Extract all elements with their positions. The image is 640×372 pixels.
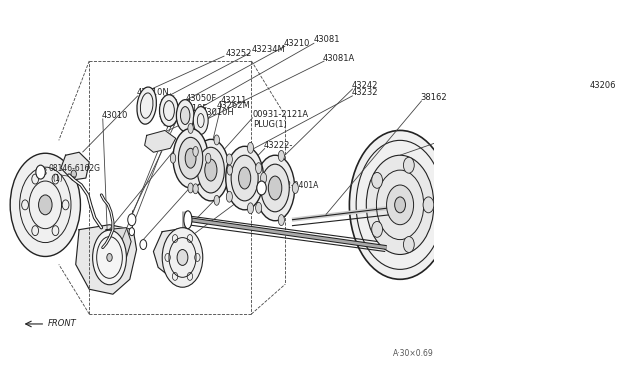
- Polygon shape: [101, 228, 131, 262]
- Text: 43010F: 43010F: [177, 104, 209, 113]
- Ellipse shape: [205, 153, 211, 163]
- Circle shape: [128, 214, 136, 226]
- Ellipse shape: [188, 183, 193, 193]
- Circle shape: [71, 170, 76, 178]
- Circle shape: [177, 250, 188, 265]
- Circle shape: [10, 153, 81, 256]
- Text: 08146-6162G: 08146-6162G: [49, 164, 100, 173]
- Circle shape: [162, 228, 203, 287]
- Text: 43010N: 43010N: [136, 88, 170, 97]
- Ellipse shape: [231, 155, 258, 201]
- Ellipse shape: [188, 124, 193, 134]
- Ellipse shape: [214, 195, 220, 205]
- Ellipse shape: [292, 183, 298, 193]
- Ellipse shape: [170, 153, 176, 163]
- Ellipse shape: [261, 164, 289, 212]
- Text: 43050F: 43050F: [185, 94, 216, 103]
- Text: PLUG(1): PLUG(1): [253, 120, 287, 129]
- Ellipse shape: [193, 184, 198, 194]
- Ellipse shape: [193, 107, 208, 134]
- Ellipse shape: [255, 202, 262, 213]
- Ellipse shape: [173, 128, 208, 188]
- Polygon shape: [154, 228, 194, 274]
- Ellipse shape: [179, 137, 203, 179]
- Polygon shape: [76, 225, 136, 294]
- Ellipse shape: [248, 142, 253, 153]
- Text: (1): (1): [52, 174, 63, 183]
- Text: 43252: 43252: [226, 48, 252, 58]
- Circle shape: [38, 195, 52, 215]
- Ellipse shape: [197, 147, 225, 193]
- Circle shape: [36, 165, 45, 179]
- Circle shape: [140, 240, 147, 250]
- Ellipse shape: [185, 148, 196, 168]
- Text: B: B: [42, 168, 47, 177]
- Circle shape: [257, 181, 266, 195]
- Text: 43010: 43010: [101, 111, 128, 120]
- Circle shape: [403, 237, 414, 253]
- Ellipse shape: [227, 165, 232, 175]
- Text: 43234M: 43234M: [252, 45, 285, 54]
- Ellipse shape: [268, 176, 282, 200]
- Circle shape: [129, 228, 134, 235]
- Circle shape: [387, 185, 413, 225]
- Ellipse shape: [278, 215, 284, 225]
- Ellipse shape: [226, 146, 264, 210]
- Ellipse shape: [255, 163, 262, 174]
- Circle shape: [423, 197, 434, 213]
- Text: 43262M: 43262M: [216, 101, 250, 110]
- Circle shape: [372, 172, 383, 188]
- Text: FRONT: FRONT: [47, 320, 76, 328]
- Polygon shape: [145, 131, 176, 152]
- Ellipse shape: [137, 87, 156, 124]
- Text: 43081A: 43081A: [323, 54, 355, 64]
- Text: A·30×0.69: A·30×0.69: [394, 349, 434, 358]
- Text: N: N: [259, 185, 264, 191]
- Ellipse shape: [214, 135, 220, 145]
- Ellipse shape: [248, 203, 253, 214]
- Text: (8): (8): [268, 190, 278, 199]
- Ellipse shape: [278, 150, 284, 161]
- Text: 43242: 43242: [351, 81, 378, 90]
- Text: 43210: 43210: [284, 39, 310, 48]
- Ellipse shape: [239, 167, 251, 189]
- Circle shape: [395, 197, 406, 213]
- Ellipse shape: [260, 173, 267, 183]
- Ellipse shape: [177, 100, 194, 131]
- Ellipse shape: [227, 191, 232, 202]
- Ellipse shape: [180, 107, 190, 125]
- Ellipse shape: [184, 211, 192, 229]
- Text: 43222-: 43222-: [264, 141, 293, 150]
- Circle shape: [366, 155, 434, 254]
- Circle shape: [372, 221, 383, 237]
- Text: 43206: 43206: [589, 81, 616, 90]
- Text: 00931-2121A: 00931-2121A: [253, 110, 309, 119]
- Ellipse shape: [227, 154, 232, 165]
- Ellipse shape: [193, 147, 198, 156]
- Text: 43010H: 43010H: [202, 108, 234, 117]
- Text: 43232: 43232: [351, 88, 378, 97]
- Text: 08912-9401A: 08912-9401A: [268, 180, 319, 189]
- Text: 43022: 43022: [176, 141, 202, 150]
- Text: 38162: 38162: [420, 93, 447, 102]
- Ellipse shape: [255, 155, 294, 221]
- Text: 43081: 43081: [314, 35, 340, 44]
- Circle shape: [107, 253, 112, 262]
- Ellipse shape: [159, 95, 179, 126]
- Ellipse shape: [205, 159, 217, 181]
- Text: 43211: 43211: [221, 96, 248, 105]
- Text: 43010B: 43010B: [169, 114, 201, 123]
- Ellipse shape: [93, 230, 127, 285]
- Circle shape: [349, 131, 451, 279]
- Polygon shape: [61, 152, 89, 180]
- Ellipse shape: [193, 140, 229, 201]
- Circle shape: [403, 157, 414, 173]
